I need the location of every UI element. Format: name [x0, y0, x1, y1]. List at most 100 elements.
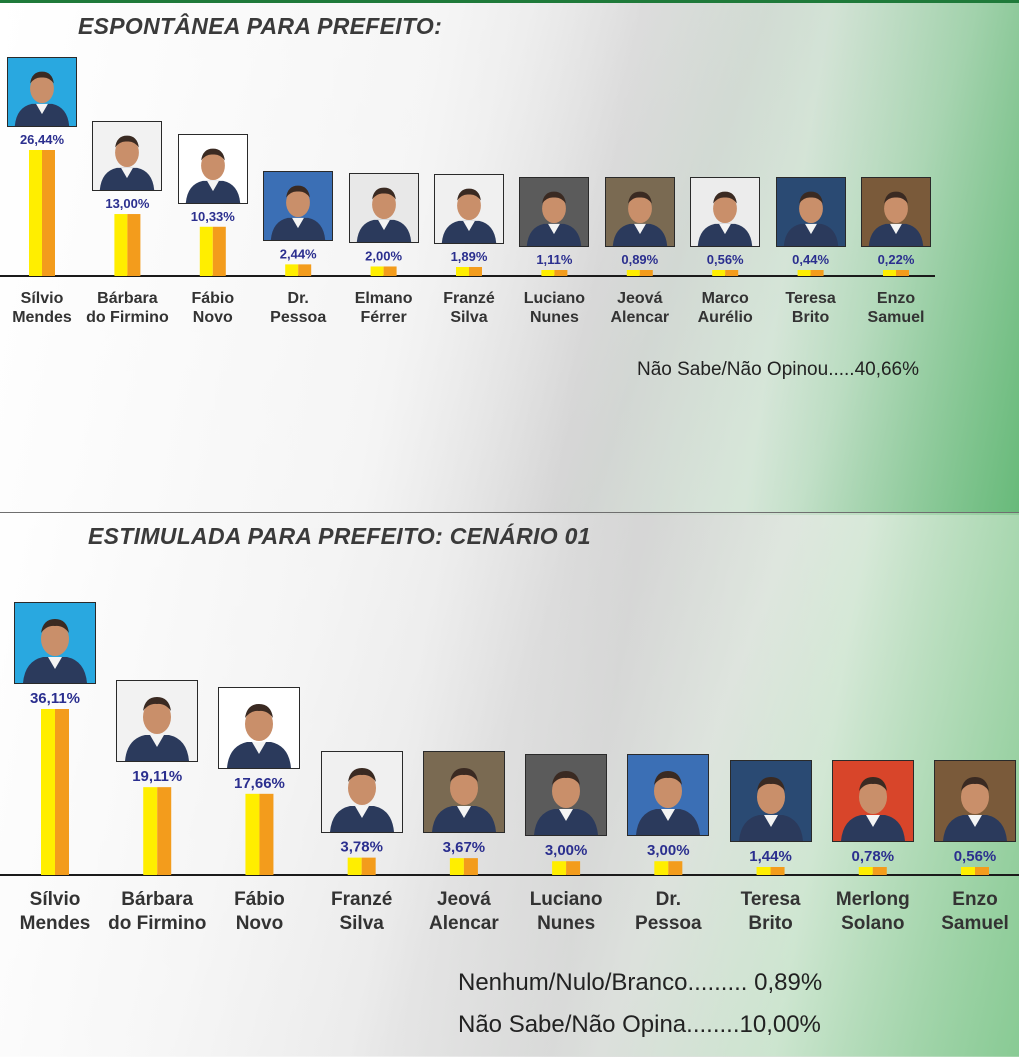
- candidate-name: Marco Aurélio: [698, 290, 753, 326]
- bar-segment-yellow: [143, 787, 158, 875]
- candidate-photo-jeova-alencar: [422, 751, 505, 834]
- chart-title: ESTIMULADA PARA PREFEITO: CENÁRIO 01: [88, 523, 591, 549]
- stimulated-poll-panel: ESTIMULADA PARA PREFEITO: CENÁRIO 01 36,…: [0, 512, 1019, 1057]
- bar-segment-yellow: [29, 150, 42, 276]
- bar-segment-orange: [725, 270, 739, 276]
- undecided-note: Não Sabe/Não Opinou.....40,66%: [637, 359, 920, 380]
- value-label: 0,56%: [707, 252, 744, 267]
- candidate-name: Enzo Samuel: [941, 889, 1009, 934]
- candidate-name: Bárbara do Firmino: [108, 889, 206, 934]
- candidate-name: Dr. Pessoa: [635, 889, 702, 934]
- bar-segment-yellow: [626, 270, 640, 276]
- value-label: 2,44%: [280, 246, 317, 261]
- candidate-name: Teresa Brito: [741, 889, 801, 934]
- bar-segment-orange: [639, 270, 653, 276]
- stimulated-bar-chart: 36,11% Sílvio Mendes 19,11% Bárbara do Firmin…: [0, 690, 1019, 934]
- candidate-photo-franze-silva: [320, 750, 403, 833]
- bar-segment-yellow: [449, 858, 464, 875]
- bar-segment-yellow: [41, 709, 55, 875]
- candidate-name: Sílvio Mendes: [20, 889, 91, 934]
- candidate-name: Dr. Pessoa: [270, 290, 326, 326]
- bar-fabio-novo: [245, 793, 274, 875]
- candidate-photo-enzo-samuel: [861, 177, 931, 247]
- value-label: 0,89%: [621, 252, 658, 267]
- value-label: 3,78%: [340, 839, 383, 856]
- bar-segment-yellow: [858, 867, 873, 875]
- bar-segment-yellow: [654, 861, 669, 875]
- bar-franze-silva: [347, 857, 376, 875]
- value-label: 3,00%: [647, 842, 690, 859]
- candidate-photo-enzo-samuel: [934, 760, 1016, 842]
- bar-enzo-samuel: [961, 867, 989, 875]
- bar-segment-yellow: [756, 867, 771, 875]
- bar-segment-yellow: [245, 793, 260, 875]
- candidate-photo-merlong-solano: [831, 760, 914, 842]
- bar-segment-yellow: [114, 214, 128, 276]
- bar-luciano-nunes: [541, 270, 568, 276]
- candidate-name: Franzé Silva: [331, 889, 392, 934]
- value-label: 36,11%: [30, 690, 80, 707]
- bar-jeova-alencar: [626, 270, 653, 276]
- value-label: 2,00%: [365, 248, 402, 263]
- bar-segment-orange: [55, 709, 69, 875]
- candidate-photo-barbara-do-firmino: [116, 680, 199, 763]
- candidate-name: Franzé Silva: [443, 290, 495, 326]
- value-label: 13,00%: [105, 196, 150, 211]
- bar-dr-pessoa: [654, 861, 683, 875]
- candidate-photo-silvio-mendes: [14, 602, 96, 684]
- bar-segment-orange: [896, 270, 909, 276]
- spontaneous-bar-chart: 26,44% Sílvio Mendes 13,00% Bárbara do Firmin…: [0, 132, 935, 326]
- bar-segment-orange: [872, 867, 887, 875]
- candidate-photo-franze-silva: [434, 173, 504, 244]
- candidate-name: Enzo Samuel: [868, 290, 925, 326]
- bar-segment-orange: [298, 264, 312, 276]
- bar-segment-yellow: [797, 270, 811, 276]
- candidate-photo-dr-pessoa: [263, 171, 334, 242]
- bar-segment-yellow: [712, 270, 726, 276]
- bar-segment-orange: [127, 214, 141, 276]
- candidate-photo-dr-pessoa: [627, 754, 710, 837]
- bar-silvio-mendes: [41, 709, 69, 875]
- candidate-name: Fábio Novo: [191, 290, 234, 326]
- candidate-name: Luciano Nunes: [524, 290, 586, 326]
- bar-segment-yellow: [541, 270, 555, 276]
- candidate-name: Jeová Alencar: [429, 889, 499, 934]
- bar-segment-orange: [975, 867, 989, 875]
- bar-segment-yellow: [347, 857, 362, 875]
- candidate-photo-luciano-nunes: [519, 177, 590, 247]
- bar-segment-orange: [810, 270, 824, 276]
- chart-title: ESPONTÂNEA PARA PREFEITO:: [78, 13, 443, 39]
- bar-teresa-brito: [756, 867, 785, 875]
- bar-barbara-do-firmino: [114, 214, 141, 276]
- value-label: 0,44%: [792, 252, 829, 267]
- value-label: 3,67%: [443, 839, 486, 856]
- candidate-name: Sílvio Mendes: [12, 290, 72, 326]
- bar-segment-yellow: [285, 264, 299, 276]
- bar-segment-yellow: [961, 867, 975, 875]
- candidate-photo-teresa-brito: [775, 177, 846, 247]
- bar-enzo-samuel: [883, 270, 909, 276]
- bar-segment-yellow: [883, 270, 896, 276]
- candidate-name: Merlong Solano: [836, 889, 910, 934]
- candidate-photo-fabio-novo: [177, 133, 248, 204]
- null-blank-note: Nenhum/Nulo/Branco......... 0,89%: [458, 969, 823, 996]
- bar-jeova-alencar: [449, 858, 478, 875]
- bar-segment-orange: [361, 857, 376, 875]
- candidate-photo-marco-aurelio: [690, 177, 761, 247]
- candidate-photo-jeova-alencar: [604, 177, 675, 247]
- candidate-photo-luciano-nunes: [525, 754, 608, 837]
- value-label: 26,44%: [20, 132, 65, 147]
- bar-segment-orange: [554, 270, 568, 276]
- bar-franze-silva: [456, 266, 482, 276]
- bar-segment-orange: [212, 226, 226, 276]
- value-label: 1,89%: [451, 249, 488, 264]
- bar-segment-yellow: [552, 861, 567, 875]
- candidate-photo-fabio-novo: [218, 686, 301, 769]
- value-label: 19,11%: [132, 768, 182, 785]
- bar-dr-pessoa: [285, 264, 312, 276]
- bar-segment-orange: [259, 793, 274, 875]
- bar-segment-orange: [42, 150, 55, 276]
- value-label: 0,56%: [954, 848, 997, 865]
- bar-segment-orange: [383, 266, 397, 276]
- bar-segment-yellow: [199, 226, 213, 276]
